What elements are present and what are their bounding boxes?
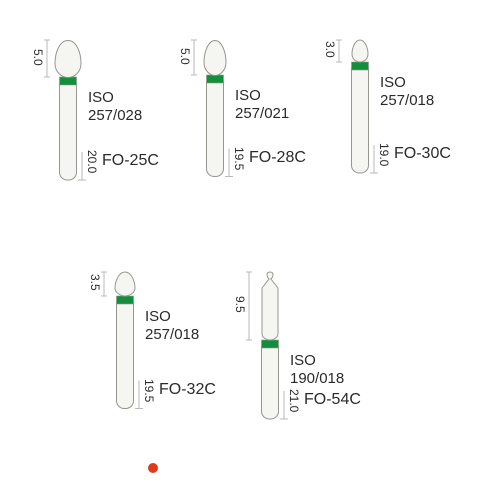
red-dot: [148, 463, 158, 473]
tip-length-fo30c: 3.0: [323, 41, 337, 58]
model-fo28c: FO-28C: [249, 149, 306, 167]
total-length-fo32c: 19.5: [142, 379, 156, 402]
total-length-fo25c: 20.0: [85, 150, 99, 173]
tip-length-fo28c: 5.0: [178, 48, 192, 65]
catalog-diagram: { "colors": { "body_fill": "#f5f5f2", "b…: [0, 0, 500, 500]
total-length-fo30c: 19.0: [377, 143, 391, 166]
tip-length-fo32c: 3.5: [88, 274, 102, 291]
iso-fo30c: ISO 257/018: [380, 74, 434, 110]
model-fo54c: FO-54C: [304, 391, 361, 409]
model-fo30c: FO-30C: [394, 145, 451, 163]
iso-fo32c: ISO 257/018: [145, 308, 199, 344]
model-fo25c: FO-25C: [102, 152, 159, 170]
iso-fo54c: ISO 190/018: [290, 352, 344, 388]
iso-fo25c: ISO 257/028: [88, 89, 142, 125]
iso-fo28c: ISO 257/021: [235, 87, 289, 123]
model-fo32c: FO-32C: [159, 381, 216, 399]
tip-length-fo25c: 5.0: [31, 49, 45, 66]
total-length-fo28c: 19.5: [232, 147, 246, 170]
tip-length-fo54c: 9.5: [233, 296, 247, 313]
total-length-fo54c: 21.0: [287, 389, 301, 412]
